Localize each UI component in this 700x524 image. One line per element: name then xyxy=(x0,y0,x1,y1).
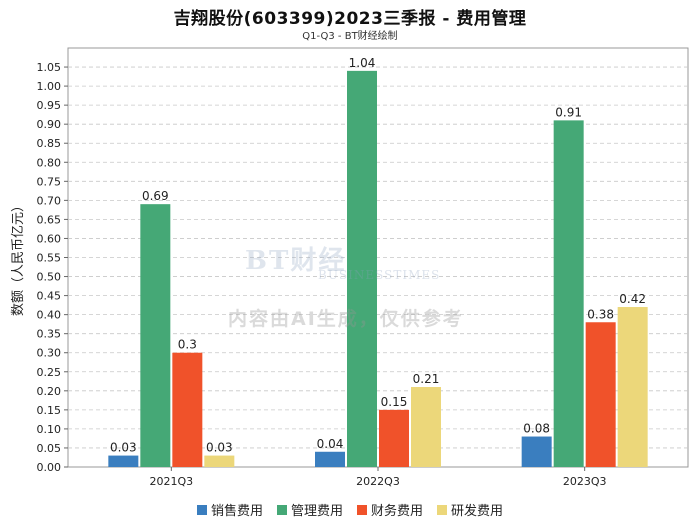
x-tick-label: 2023Q3 xyxy=(563,475,607,488)
bar-研发费用 xyxy=(204,455,235,467)
y-axis-label: 数额（人民币亿元） xyxy=(11,199,26,316)
data-label: 0.91 xyxy=(555,105,582,119)
y-tick-label: 0.15 xyxy=(37,404,62,417)
y-tick-label: 0.90 xyxy=(37,118,62,131)
bar-管理费用 xyxy=(140,204,171,467)
legend-swatch xyxy=(437,504,448,515)
y-tick-label: 0.20 xyxy=(37,385,62,398)
data-label: 0.15 xyxy=(381,395,408,409)
y-tick-label: 0.75 xyxy=(37,175,62,188)
data-label: 0.08 xyxy=(523,422,550,436)
bar-管理费用 xyxy=(553,120,584,467)
data-label: 0.03 xyxy=(206,441,233,455)
y-tick-label: 0.25 xyxy=(37,366,62,379)
y-tick-label: 0.55 xyxy=(37,252,62,265)
data-label: 0.38 xyxy=(587,307,614,321)
legend-item: 销售费用 xyxy=(196,500,263,519)
y-tick-label: 0.70 xyxy=(37,194,62,207)
legend-item: 财务费用 xyxy=(357,500,423,519)
y-tick-label: 0.65 xyxy=(37,213,62,226)
data-label: 0.69 xyxy=(142,189,169,203)
bar-销售费用 xyxy=(108,455,139,467)
y-tick-label: 1.05 xyxy=(37,61,62,74)
y-tick-label: 0.30 xyxy=(37,347,62,360)
legend-swatch xyxy=(196,504,207,515)
x-tick-label: 2021Q3 xyxy=(150,475,194,488)
bar-销售费用 xyxy=(315,451,345,467)
legend-item: 管理费用 xyxy=(276,500,343,519)
y-tick-label: 0.60 xyxy=(37,232,62,245)
legend-label: 管理费用 xyxy=(290,504,343,519)
y-tick-label: 0.80 xyxy=(37,156,62,169)
y-tick-label: 0.35 xyxy=(37,328,62,341)
data-label: 0.21 xyxy=(413,372,440,386)
y-tick-label: 1.00 xyxy=(37,80,62,93)
bar-管理费用 xyxy=(347,70,377,467)
bar-研发费用 xyxy=(411,387,441,467)
y-tick-label: 0.85 xyxy=(37,137,62,150)
bar-财务费用 xyxy=(172,352,203,467)
data-label: 0.04 xyxy=(317,437,344,451)
x-tick-label: 2022Q3 xyxy=(356,475,400,488)
y-tick-label: 0.50 xyxy=(37,271,62,284)
y-tick-label: 0.45 xyxy=(37,290,62,303)
bar-销售费用 xyxy=(521,436,552,467)
bar-财务费用 xyxy=(585,322,616,467)
data-label: 0.42 xyxy=(619,292,646,306)
y-tick-label: 0.05 xyxy=(37,442,62,455)
data-label: 1.04 xyxy=(349,56,376,70)
data-label: 0.03 xyxy=(110,441,137,455)
data-label: 0.3 xyxy=(178,338,197,352)
bar-财务费用 xyxy=(379,409,409,467)
legend-label: 研发费用 xyxy=(451,504,504,519)
bar-研发费用 xyxy=(617,307,648,467)
legend-swatch xyxy=(276,504,287,515)
legend-swatch xyxy=(357,504,367,515)
chart-subtitle: Q1-Q3 - BT财经绘制 xyxy=(302,31,398,42)
legend-item: 研发费用 xyxy=(437,500,503,519)
y-tick-label: 0.00 xyxy=(37,461,62,474)
chart-legend: 销售费用 管理费用 财务费用 研发费用 xyxy=(0,500,700,519)
y-tick-label: 0.40 xyxy=(37,309,62,322)
y-tick-label: 0.95 xyxy=(37,99,62,112)
y-tick-label: 0.10 xyxy=(37,423,62,436)
chart-title: 吉翔股份(603399)2023三季报 - 费用管理 xyxy=(173,9,527,29)
legend-label: 财务费用 xyxy=(371,504,424,519)
legend-label: 销售费用 xyxy=(210,504,263,519)
